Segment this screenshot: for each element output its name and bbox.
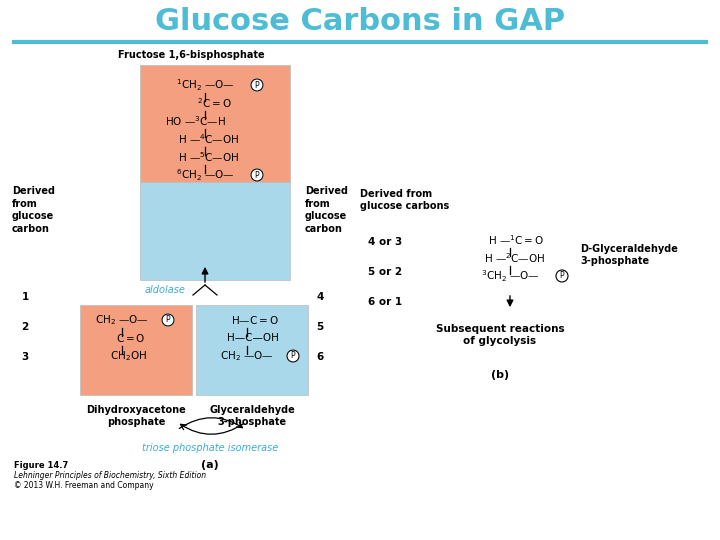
Text: Glyceraldehyde
3-phosphate: Glyceraldehyde 3-phosphate bbox=[209, 405, 295, 427]
Text: 6 or 1: 6 or 1 bbox=[368, 297, 402, 307]
FancyBboxPatch shape bbox=[140, 65, 290, 182]
Text: $^6$CH$_2$ —O—: $^6$CH$_2$ —O— bbox=[176, 167, 235, 183]
Text: CH$_2$ —O—: CH$_2$ —O— bbox=[95, 313, 149, 327]
Text: 6: 6 bbox=[316, 352, 323, 362]
Text: $^3$CH$_2$ —O—: $^3$CH$_2$ —O— bbox=[480, 268, 539, 284]
FancyBboxPatch shape bbox=[196, 305, 308, 395]
Text: CH$_2$ —O—: CH$_2$ —O— bbox=[220, 349, 274, 363]
Text: D-Glyceraldehyde
3-phosphate: D-Glyceraldehyde 3-phosphate bbox=[580, 244, 678, 266]
Text: 2: 2 bbox=[22, 322, 29, 332]
Circle shape bbox=[287, 350, 299, 362]
Text: Derived
from
glucose
carbon: Derived from glucose carbon bbox=[12, 186, 55, 234]
Text: aldolase: aldolase bbox=[144, 285, 185, 295]
Circle shape bbox=[162, 314, 174, 326]
FancyBboxPatch shape bbox=[140, 182, 290, 280]
Text: Derived
from
glucose
carbon: Derived from glucose carbon bbox=[305, 186, 348, 234]
FancyBboxPatch shape bbox=[80, 305, 192, 395]
Text: P: P bbox=[291, 352, 295, 361]
Text: H —$^1$C$=$O: H —$^1$C$=$O bbox=[488, 233, 544, 247]
Text: $^2$C$=$O: $^2$C$=$O bbox=[197, 96, 232, 110]
Text: Dihydroxyacetone
phosphate: Dihydroxyacetone phosphate bbox=[86, 405, 186, 427]
Circle shape bbox=[251, 79, 263, 91]
Circle shape bbox=[556, 270, 568, 282]
Text: 1: 1 bbox=[22, 292, 29, 302]
Text: H —$^4$C—OH: H —$^4$C—OH bbox=[178, 132, 239, 146]
Text: P: P bbox=[255, 171, 259, 179]
Text: Figure 14.7: Figure 14.7 bbox=[14, 462, 68, 470]
Text: © 2013 W.H. Freeman and Company: © 2013 W.H. Freeman and Company bbox=[14, 481, 153, 489]
Text: (b): (b) bbox=[491, 370, 509, 380]
Text: Fructose 1,6-bisphosphate: Fructose 1,6-bisphosphate bbox=[118, 50, 265, 60]
Text: 5 or 2: 5 or 2 bbox=[368, 267, 402, 277]
Text: 5: 5 bbox=[316, 322, 323, 332]
Text: 4 or 3: 4 or 3 bbox=[368, 237, 402, 247]
Circle shape bbox=[251, 169, 263, 181]
Text: C$=$O: C$=$O bbox=[116, 332, 145, 344]
Text: H—C$=$O: H—C$=$O bbox=[231, 314, 279, 326]
Text: triose phosphate isomerase: triose phosphate isomerase bbox=[142, 443, 278, 453]
Text: 4: 4 bbox=[316, 292, 324, 302]
Text: HO —$^3$C—H: HO —$^3$C—H bbox=[165, 114, 226, 128]
Text: P: P bbox=[559, 272, 564, 280]
Text: H—C—OH: H—C—OH bbox=[227, 333, 279, 343]
Text: Lehninger Principles of Biochemistry, Sixth Edition: Lehninger Principles of Biochemistry, Si… bbox=[14, 471, 206, 481]
Text: CH$_2$OH: CH$_2$OH bbox=[110, 349, 147, 363]
Text: Subsequent reactions
of glycolysis: Subsequent reactions of glycolysis bbox=[436, 324, 564, 346]
Text: (a): (a) bbox=[201, 460, 219, 470]
Text: P: P bbox=[255, 80, 259, 90]
Text: 3: 3 bbox=[22, 352, 29, 362]
Text: H —$^5$C—OH: H —$^5$C—OH bbox=[178, 150, 239, 164]
Text: Glucose Carbons in GAP: Glucose Carbons in GAP bbox=[155, 8, 565, 37]
Text: Derived from
glucose carbons: Derived from glucose carbons bbox=[360, 189, 449, 211]
Text: $^1$CH$_2$ —O—: $^1$CH$_2$ —O— bbox=[176, 77, 235, 93]
Text: H —$^2$C—OH: H —$^2$C—OH bbox=[484, 251, 545, 265]
Text: P: P bbox=[166, 315, 171, 325]
